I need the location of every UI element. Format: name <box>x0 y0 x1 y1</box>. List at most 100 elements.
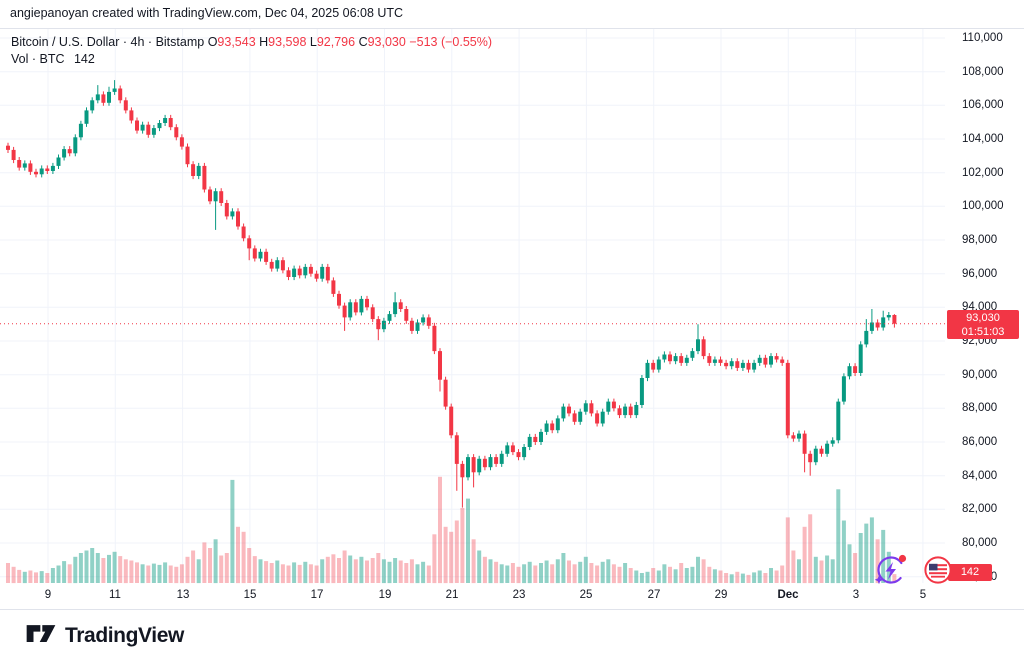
candle-body <box>45 168 50 171</box>
candle-body <box>785 362 790 436</box>
volume-bar <box>241 531 246 584</box>
candle-body <box>179 137 184 147</box>
volume-bar <box>808 514 813 584</box>
candle-body <box>499 453 504 464</box>
candle-body <box>28 163 33 172</box>
price-chart[interactable] <box>0 28 1024 584</box>
price-axis-label: 82,000 <box>962 503 998 515</box>
candle-body <box>875 322 880 328</box>
symbol-name[interactable]: Bitcoin / U.S. Dollar <box>11 35 120 49</box>
volume-bar <box>707 566 712 584</box>
candle-body <box>808 453 813 463</box>
time-axis-label: 27 <box>647 589 661 601</box>
volume-bar <box>45 573 50 583</box>
volume-bar <box>690 566 695 584</box>
ohlc-high-letter: H <box>259 35 269 49</box>
volume-bar <box>236 526 240 584</box>
candle-body <box>712 359 717 363</box>
candle-body <box>438 351 442 380</box>
ohlc-low-value: 92,796 <box>316 35 356 49</box>
candle-body <box>673 356 678 362</box>
volume-bar <box>791 550 796 583</box>
volume-bar <box>544 560 549 583</box>
volume-bar <box>651 568 656 583</box>
volume-bar <box>73 556 78 584</box>
candle-body <box>668 354 672 362</box>
symbol-legend[interactable]: Bitcoin / U.S. Dollar · 4h · Bitstamp O9… <box>11 35 493 49</box>
candle-body <box>140 124 145 131</box>
time-axis-label: 17 <box>310 589 324 601</box>
time-axis-label: 15 <box>243 589 257 601</box>
volume-bar <box>830 559 835 584</box>
candle-body <box>600 411 605 424</box>
us-flag-icon[interactable] <box>924 556 952 584</box>
ohlc-open-value: 93,543 <box>217 35 256 49</box>
time-axis-label: Dec <box>777 589 799 601</box>
volume-bar <box>365 560 369 583</box>
candle-body <box>774 356 779 360</box>
candle-body <box>724 362 729 367</box>
volume-bar <box>623 563 628 583</box>
volume-bar <box>78 553 83 583</box>
volume-bar <box>387 561 392 584</box>
candle-body <box>208 189 212 202</box>
candle-body <box>527 436 532 447</box>
ohlc-close-value: 93,030 <box>367 35 406 49</box>
volume-bar <box>567 560 571 583</box>
sparkle-glyph <box>874 575 884 585</box>
candle-body <box>645 362 650 378</box>
volume-bar <box>819 560 824 583</box>
volume-bar <box>662 564 667 584</box>
attribution-text: angiepanoyan created with TradingView.co… <box>10 6 404 20</box>
candle-body <box>314 273 319 279</box>
candle-body <box>780 359 785 363</box>
volume-bar <box>157 564 162 583</box>
price-axis-label: 98,000 <box>962 234 998 246</box>
time-axis-label: 5 <box>919 589 927 601</box>
volume-bar <box>140 564 145 584</box>
volume-bar <box>213 539 218 584</box>
volume-bar <box>337 558 341 583</box>
candle-body <box>426 317 431 326</box>
exchange-label[interactable]: Bitstamp <box>155 35 205 49</box>
volume-bar <box>314 565 319 583</box>
volume-bar <box>39 571 44 583</box>
volume-bar <box>718 570 723 583</box>
candle-body <box>62 149 67 158</box>
candle-body <box>236 211 240 227</box>
tradingview-logo-mark <box>26 625 56 643</box>
spark-icon[interactable] <box>872 550 910 588</box>
volume-bar <box>191 550 196 583</box>
candle-body <box>146 124 151 135</box>
candle-body <box>797 433 801 439</box>
candle-body <box>488 457 493 468</box>
tradingview-logo[interactable]: TradingView <box>26 622 184 649</box>
candle-body <box>224 203 229 217</box>
candle-body <box>123 100 128 111</box>
candle-body <box>230 211 235 217</box>
interval-label[interactable]: 4h <box>130 35 145 49</box>
last-price-badge: 93,030 01:51:03 <box>947 310 1019 339</box>
candle-body <box>73 137 78 154</box>
candle-body <box>353 302 358 313</box>
volume-bar <box>404 563 409 583</box>
volume-bar <box>864 523 869 583</box>
volume-bar <box>539 563 543 583</box>
candle-body <box>539 431 543 442</box>
price-axis-label: 84,000 <box>962 470 998 482</box>
volume-bar <box>107 554 111 583</box>
volume-bar <box>409 559 414 584</box>
candle-body <box>690 351 695 358</box>
volume-bar <box>572 564 577 584</box>
volume-legend[interactable]: Vol · BTC 142 <box>11 52 95 66</box>
candle-body <box>578 411 583 422</box>
volume-label: Vol · BTC <box>11 52 65 66</box>
candle-body <box>718 359 723 363</box>
volume-bar <box>280 564 285 584</box>
volume-bar <box>443 526 448 584</box>
volume-bar <box>561 553 566 583</box>
candle-body <box>247 238 252 249</box>
volume-bar <box>611 564 616 584</box>
candle-body <box>202 165 207 190</box>
